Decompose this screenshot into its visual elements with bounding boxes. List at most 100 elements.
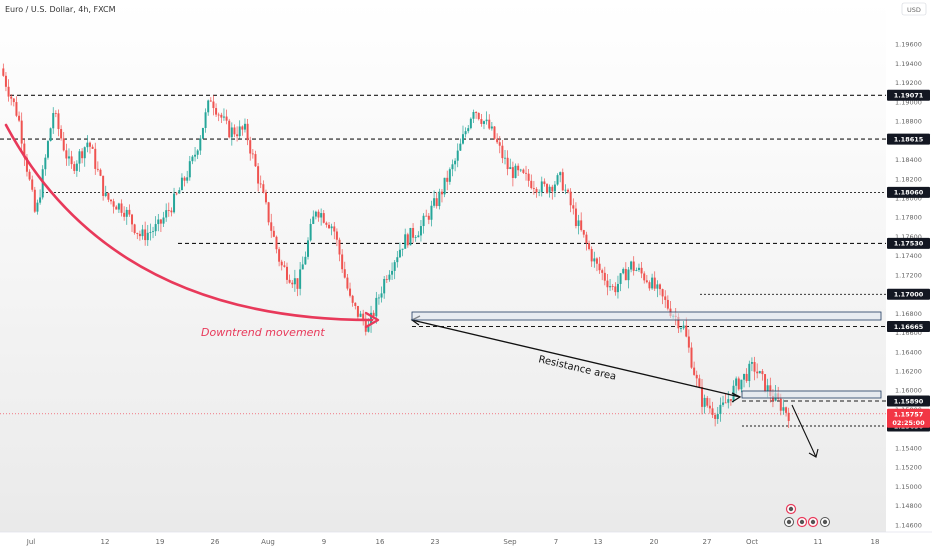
candle-body [703, 397, 706, 407]
date-tick: 27 [703, 538, 712, 546]
candle-body [409, 228, 412, 246]
candle-body [259, 183, 262, 185]
candle-body [44, 157, 47, 170]
price-tick: 1.18800 [895, 118, 922, 126]
event-marker-dot [822, 519, 828, 525]
forecast-arrowhead [808, 448, 819, 458]
candle-body [582, 230, 585, 235]
price-axis-bg[interactable] [886, 0, 932, 532]
level-label-bg [887, 288, 930, 300]
date-tick: 19 [156, 538, 165, 546]
candle-body [750, 362, 753, 364]
event-marker-dot [786, 519, 792, 525]
candle-body [666, 299, 669, 309]
forecast-arrow-line [791, 404, 817, 458]
candle-body [748, 363, 751, 382]
candle-body [488, 119, 491, 129]
candle-body [635, 269, 638, 271]
candle-body [572, 205, 575, 209]
candle-body [117, 203, 120, 210]
candle-body [412, 228, 415, 238]
candle-body [62, 138, 65, 151]
candle-body [349, 288, 352, 296]
price-tick: 1.15000 [895, 483, 922, 491]
candle-body [480, 119, 483, 124]
time-axis-bg[interactable] [0, 532, 932, 550]
candle-body [585, 234, 588, 244]
candle-body [417, 235, 420, 238]
date-tick: Jul [26, 538, 36, 546]
candle-body [65, 150, 68, 159]
candle-body [648, 282, 651, 289]
candle-body [94, 148, 97, 169]
candle-body [186, 177, 189, 181]
resistance-arrow-line [411, 319, 741, 398]
candle-body [685, 325, 688, 337]
price-tick: 1.17800 [895, 214, 922, 222]
candle-body [330, 226, 333, 229]
candle-body [506, 157, 509, 170]
candle-body [123, 212, 126, 217]
date-tick: 11 [814, 538, 823, 546]
candle-body [567, 189, 570, 192]
candle-body [128, 209, 131, 215]
candle-body [362, 313, 365, 321]
candle-body [236, 134, 239, 137]
candle-body [779, 398, 782, 411]
candle-body [435, 198, 438, 207]
date-tick: 23 [431, 538, 440, 546]
candle-body [110, 199, 113, 202]
candle-body [183, 177, 186, 181]
candle-body [333, 226, 336, 232]
candle-body [509, 167, 512, 170]
level-label-bg [887, 89, 930, 101]
currency-badge[interactable] [901, 2, 927, 16]
candle-body [144, 229, 147, 241]
price-tick: 1.18400 [895, 156, 922, 164]
candle-body [467, 128, 470, 132]
price-tick: 1.16400 [895, 348, 922, 356]
candle-body [787, 412, 790, 421]
candle-body [630, 261, 633, 270]
candle-body [351, 295, 354, 303]
candle-body [609, 286, 612, 288]
candle-body [406, 234, 409, 246]
candle-body [391, 270, 394, 275]
candle-body [766, 385, 769, 392]
candle-body [385, 278, 388, 280]
candle-body [446, 177, 449, 182]
candle-body [293, 278, 296, 285]
candle-body [640, 267, 643, 274]
candle-body [677, 316, 680, 329]
candle-body [136, 232, 139, 234]
candle-body [52, 113, 55, 129]
candle-body [49, 128, 52, 142]
candle-body [322, 213, 325, 223]
candle-body [199, 138, 202, 151]
candle-body [341, 254, 344, 270]
candle-body [188, 161, 191, 178]
candle-body [154, 224, 157, 232]
currency-label: USD [907, 6, 921, 14]
candle-body [782, 407, 785, 411]
price-tick: 1.18200 [895, 175, 922, 183]
candle-body [307, 240, 310, 257]
candle-body [102, 175, 105, 196]
candle-body [611, 286, 614, 287]
candle-body [706, 397, 709, 406]
candle-body [475, 112, 478, 113]
candle-body [251, 153, 254, 155]
candle-body [115, 206, 118, 210]
candle-body [745, 373, 748, 382]
candle-body [67, 156, 70, 159]
candle-body [729, 399, 732, 401]
candle-body [25, 157, 28, 172]
level-label-bg [887, 321, 930, 332]
candle-body [28, 171, 31, 180]
candle-body [275, 236, 278, 250]
candle-body [138, 233, 141, 237]
candle-body [619, 273, 622, 284]
date-tick: Sep [503, 538, 517, 546]
